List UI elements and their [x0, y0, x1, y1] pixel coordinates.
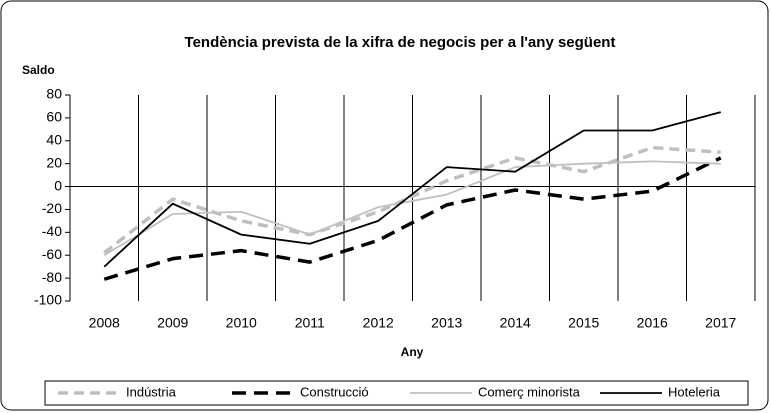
y-tick-label: 40 [46, 131, 62, 147]
x-tick-label: 2008 [89, 315, 120, 331]
y-tick-label: 0 [54, 177, 62, 193]
x-tick-label: 2009 [157, 315, 188, 331]
y-tick-label: -60 [42, 246, 62, 262]
x-tick-label: 2017 [705, 315, 736, 331]
x-tick-label: 2015 [568, 315, 599, 331]
x-tick-label: 2012 [363, 315, 394, 331]
y-tick-label: -80 [42, 269, 62, 285]
legend-label: Construcció [300, 384, 369, 399]
chart-title: Tendència prevista de la xifra de negoci… [185, 34, 616, 51]
y-tick-label: 20 [46, 154, 62, 170]
legend-label: Comerç minorista [478, 384, 581, 399]
x-tick-label: 2014 [500, 315, 531, 331]
y-tick-label: -20 [42, 200, 62, 216]
legend-label: Indústria [126, 384, 177, 399]
x-tick-label: 2011 [295, 315, 325, 331]
y-tick-label: -100 [34, 292, 62, 308]
x-axis-label: Any [401, 345, 424, 359]
x-tick-label: 2010 [226, 315, 257, 331]
y-axis-label: Saldo [22, 63, 55, 77]
series-line [103, 160, 721, 256]
y-tick-label: -40 [42, 223, 62, 239]
series-line [103, 111, 721, 268]
legend-label: Hoteleria [668, 384, 721, 399]
x-tick-label: 2013 [431, 315, 462, 331]
y-tick-label: 60 [46, 109, 62, 125]
series-line [103, 145, 721, 255]
series-line [103, 156, 722, 281]
y-tick-label: 80 [46, 86, 62, 102]
x-tick-label: 2016 [637, 315, 668, 331]
